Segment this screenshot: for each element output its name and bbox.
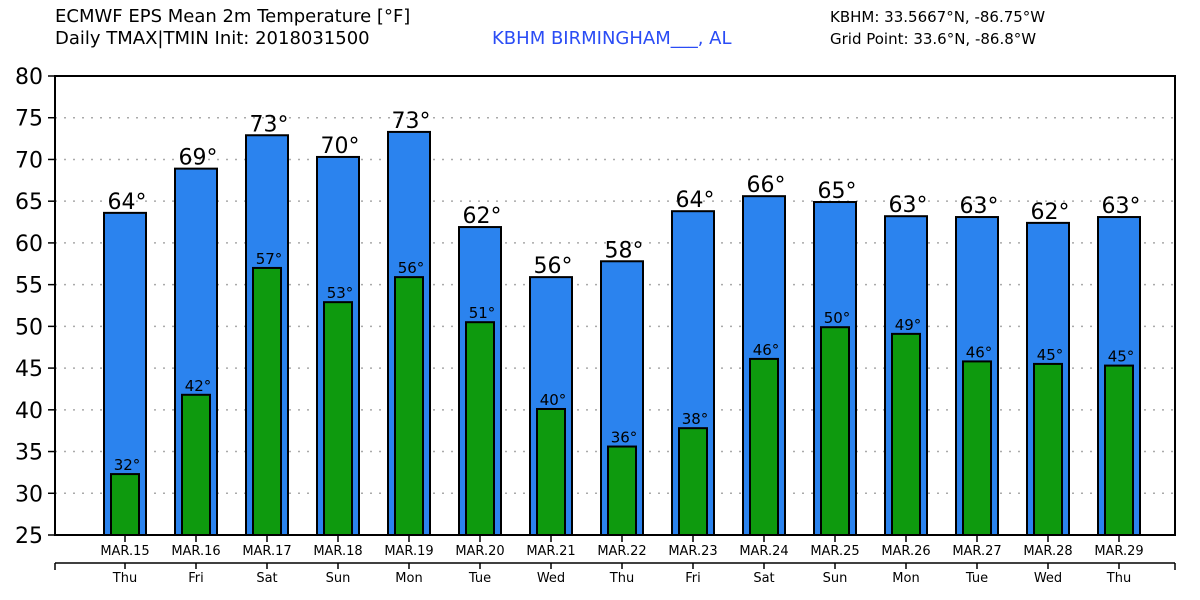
- tmin-label: 32°: [114, 456, 141, 474]
- station-name: KBHM BIRMINGHAM___, AL: [492, 28, 732, 49]
- y-tick-label: 55: [15, 274, 43, 299]
- weekday-label: Wed: [537, 571, 565, 586]
- station-coords: KBHM: 33.5667°N, -86.75°W: [830, 8, 1046, 26]
- tmax-label: 63°: [1102, 194, 1141, 219]
- y-tick-label: 40: [15, 399, 43, 424]
- x-tick-label: MAR.23: [668, 544, 717, 559]
- x-tick-label: MAR.22: [597, 544, 646, 559]
- weekday-label: Thu: [112, 571, 137, 586]
- weekday-label: Wed: [1034, 571, 1062, 586]
- x-tick-label: MAR.26: [881, 544, 930, 559]
- y-tick-label: 65: [15, 190, 43, 215]
- weekday-label: Sun: [326, 571, 351, 586]
- tmax-label: 63°: [960, 194, 999, 219]
- tmin-bar: [678, 427, 708, 537]
- tmin-bar: [1104, 364, 1134, 536]
- tmin-bar: [1033, 362, 1063, 536]
- tmax-label: 56°: [534, 254, 573, 279]
- tmin-label: 40°: [540, 391, 567, 409]
- weekday-label: Sun: [823, 571, 848, 586]
- tmin-bar: [536, 407, 566, 537]
- weekday-label: Tue: [468, 571, 491, 586]
- weekday-label: Tue: [965, 571, 988, 586]
- tmax-label: 64°: [676, 188, 715, 213]
- tmax-label: 73°: [392, 109, 431, 134]
- y-tick-label: 60: [15, 232, 43, 257]
- tmax-label: 73°: [250, 112, 289, 137]
- y-tick-label: 35: [15, 441, 43, 466]
- x-tick-label: MAR.29: [1094, 544, 1143, 559]
- tmin-label: 42°: [185, 377, 212, 395]
- tmax-label: 66°: [747, 173, 786, 198]
- x-tick-label: MAR.21: [526, 544, 575, 559]
- tmin-label: 38°: [682, 410, 709, 428]
- tmin-bar: [607, 445, 637, 536]
- tmax-label: 70°: [321, 134, 360, 159]
- tmin-label: 56°: [398, 259, 425, 277]
- tmax-label: 63°: [889, 193, 928, 218]
- tmin-label: 57°: [256, 250, 283, 268]
- x-tick-label: MAR.24: [739, 544, 788, 559]
- x-tick-label: MAR.19: [384, 544, 433, 559]
- weekday-label: Mon: [892, 571, 919, 586]
- tmin-label: 46°: [753, 341, 780, 359]
- tmin-label: 46°: [966, 343, 993, 361]
- tmin-bar: [323, 301, 353, 536]
- x-tick-label: MAR.20: [455, 544, 504, 559]
- y-tick-label: 45: [15, 357, 43, 382]
- tmax-label: 69°: [179, 146, 218, 171]
- tmin-bar: [962, 360, 992, 536]
- y-tick-label: 30: [15, 482, 43, 507]
- x-tick-label: MAR.27: [952, 544, 1001, 559]
- y-tick-label: 25: [15, 524, 43, 549]
- chart-title: ECMWF EPS Mean 2m Temperature [°F]: [55, 6, 411, 27]
- tmin-label: 45°: [1108, 348, 1135, 366]
- weekday-label: Fri: [188, 571, 204, 586]
- y-tick-label: 70: [15, 148, 43, 173]
- x-tick-label: MAR.18: [313, 544, 362, 559]
- weekday-label: Fri: [685, 571, 701, 586]
- tmin-label: 49°: [895, 316, 922, 334]
- tmin-label: 50°: [824, 309, 851, 327]
- x-tick-label: MAR.15: [100, 544, 149, 559]
- tmin-bar: [394, 276, 424, 536]
- weekday-label: Sat: [753, 571, 774, 586]
- y-tick-label: 75: [15, 107, 43, 132]
- tmin-label: 51°: [469, 304, 496, 322]
- tmin-label: 53°: [327, 284, 354, 302]
- x-tick-label: MAR.28: [1023, 544, 1072, 559]
- tmin-label: 45°: [1037, 346, 1064, 364]
- tmax-label: 62°: [1031, 200, 1070, 225]
- tmax-label: 64°: [108, 190, 147, 215]
- tmax-label: 58°: [605, 238, 644, 263]
- weekday-label: Thu: [1106, 571, 1131, 586]
- y-tick-label: 80: [15, 65, 43, 90]
- tmax-label: 65°: [818, 179, 857, 204]
- weekday-label: Thu: [609, 571, 634, 586]
- x-tick-label: MAR.16: [171, 544, 220, 559]
- tmax-label: 62°: [463, 204, 502, 229]
- weekday-label: Mon: [395, 571, 422, 586]
- chart-subtitle: Daily TMAX|TMIN Init: 2018031500: [55, 28, 370, 49]
- tmin-label: 36°: [611, 429, 638, 447]
- tmin-bar: [181, 393, 211, 536]
- grid-point: Grid Point: 33.6°N, -86.8°W: [830, 30, 1037, 48]
- x-tick-label: MAR.25: [810, 544, 859, 559]
- weekday-label: Sat: [256, 571, 277, 586]
- y-tick-label: 50: [15, 315, 43, 340]
- tmin-bar: [465, 321, 495, 537]
- tmin-bar: [110, 473, 140, 537]
- tmin-bar: [820, 326, 850, 536]
- tmin-bar: [749, 357, 779, 537]
- x-tick-label: MAR.17: [242, 544, 291, 559]
- tmin-bar: [891, 332, 921, 536]
- tmin-bar: [252, 266, 282, 536]
